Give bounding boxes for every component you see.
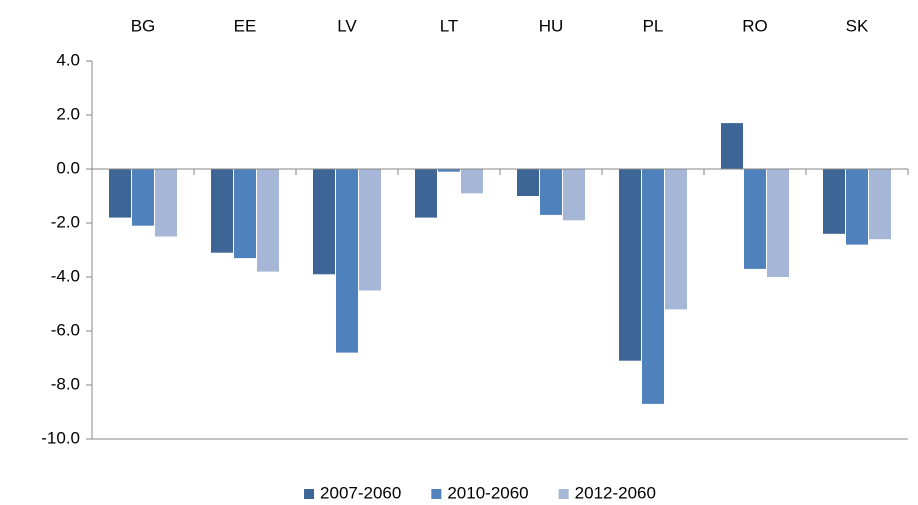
bar — [540, 169, 562, 215]
legend-label: 2007-2060 — [320, 483, 401, 502]
legend-swatch — [304, 489, 315, 499]
y-tick-label: 4.0 — [56, 50, 80, 69]
y-tick-label: -8.0 — [51, 374, 80, 393]
x-tick-label: HU — [539, 16, 564, 35]
x-tick-label: SK — [846, 16, 869, 35]
bar — [257, 169, 279, 272]
bar — [415, 169, 437, 218]
y-tick-label: -10.0 — [41, 428, 80, 447]
legend-swatch — [558, 489, 569, 499]
bar — [619, 169, 641, 361]
bar — [336, 169, 358, 353]
x-tick-label: EE — [234, 16, 257, 35]
bar — [109, 169, 131, 218]
x-tick-label: BG — [131, 16, 156, 35]
y-tick-label: -4.0 — [51, 266, 80, 285]
y-tick-label: 2.0 — [56, 104, 80, 123]
bar — [744, 169, 766, 269]
y-tick-label: -2.0 — [51, 212, 80, 231]
x-tick-label: LT — [440, 16, 459, 35]
x-tick-label: PL — [643, 16, 664, 35]
x-tick-label: LV — [337, 16, 357, 35]
bar — [132, 169, 154, 226]
bar — [359, 169, 381, 291]
bar — [846, 169, 868, 245]
y-tick-label: -6.0 — [51, 320, 80, 339]
bar — [155, 169, 177, 237]
bar — [642, 169, 664, 404]
bar — [665, 169, 687, 310]
bar — [721, 123, 743, 169]
bar — [234, 169, 256, 259]
legend-label: 2012-2060 — [575, 483, 656, 502]
bar — [563, 169, 585, 221]
bar — [438, 169, 460, 172]
bar — [313, 169, 335, 275]
bar — [461, 169, 483, 194]
bar — [211, 169, 233, 253]
bar — [767, 169, 789, 277]
legend-swatch — [431, 489, 442, 499]
legend-label: 2010-2060 — [447, 483, 528, 502]
bar — [517, 169, 539, 196]
bar — [869, 169, 891, 240]
bar — [823, 169, 845, 234]
y-tick-label: 0.0 — [56, 158, 80, 177]
x-tick-label: RO — [742, 16, 768, 35]
